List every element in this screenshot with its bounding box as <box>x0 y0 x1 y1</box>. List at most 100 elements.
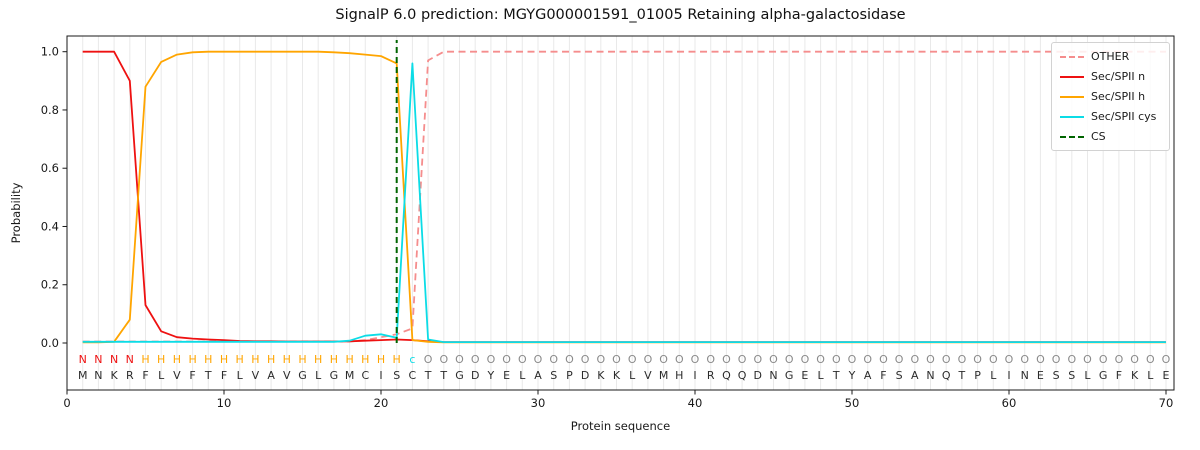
legend-line-sample <box>1060 55 1084 58</box>
residue-letter: H <box>675 369 683 382</box>
residue-region-label: H <box>267 353 275 366</box>
x-tick-label: 10 <box>217 396 232 410</box>
residue-letter: A <box>911 369 919 382</box>
y-tick-label: 0.8 <box>41 103 59 117</box>
residue-region-label: O <box>675 353 684 366</box>
residue-letter: T <box>424 369 432 382</box>
residue-letter: T <box>958 369 966 382</box>
gridlines <box>82 36 1167 390</box>
residue-letter: M <box>345 369 355 382</box>
residue-letter: D <box>471 369 479 382</box>
residue-letter: P <box>974 369 981 382</box>
residue-region-label: O <box>644 353 653 366</box>
residue-region-label: H <box>188 353 196 366</box>
residue-letter: L <box>237 369 244 382</box>
residue-region-label: N <box>110 353 118 366</box>
chart-title: SignalP 6.0 prediction: MGYG000001591_01… <box>335 7 906 23</box>
residue-region-label: O <box>596 353 605 366</box>
residue-region-label: H <box>361 353 369 366</box>
residue-region-label: O <box>848 353 857 366</box>
residue-letter: R <box>707 369 715 382</box>
residue-region-label: O <box>1036 353 1045 366</box>
residue-letter: C <box>409 369 417 382</box>
residue-letter: G <box>1099 369 1108 382</box>
residue-letter: P <box>566 369 573 382</box>
residue-region-label: H <box>141 353 149 366</box>
residue-letter: G <box>455 369 464 382</box>
series-other-line <box>82 50 1166 343</box>
residue-region-label: O <box>565 353 574 366</box>
residue-region-label: O <box>785 353 794 366</box>
residue-region-label: c <box>409 353 415 366</box>
residue-region-label: H <box>377 353 385 366</box>
y-tick-label: 0.6 <box>41 161 59 175</box>
residue-letter: K <box>597 369 605 382</box>
residue-letter: D <box>581 369 589 382</box>
residue-letter: V <box>644 369 652 382</box>
residue-region-label: O <box>581 353 590 366</box>
residue-letter: T <box>204 369 212 382</box>
residue-letter: N <box>926 369 934 382</box>
legend-line-sample <box>1060 115 1084 118</box>
residue-letter: Q <box>738 369 747 382</box>
residue-letter: F <box>1116 369 1122 382</box>
residue-letter: M <box>659 369 669 382</box>
residue-region-label: H <box>298 353 306 366</box>
residue-letter: L <box>315 369 322 382</box>
legend-line-sample <box>1060 95 1084 98</box>
residue-region-label: O <box>863 353 872 366</box>
residue-letter: K <box>1131 369 1139 382</box>
x-tick-label: 70 <box>1159 396 1174 410</box>
series-sec-spii-h-line <box>82 50 1166 344</box>
y-tick-label: 0.2 <box>41 278 59 292</box>
residue-region-label: O <box>801 353 810 366</box>
residue-region-label: H <box>283 353 291 366</box>
residue-letter: E <box>1163 369 1170 382</box>
legend-item: Sec/SPII n <box>1060 70 1161 83</box>
residue-region-label: H <box>345 353 353 366</box>
residue-region-label: O <box>691 353 700 366</box>
legend-item: Sec/SPII h <box>1060 90 1161 103</box>
residue-region-label: O <box>518 353 527 366</box>
residue-letter: M <box>78 369 88 382</box>
residue-region-label: O <box>1130 353 1139 366</box>
y-tick-label: 1.0 <box>41 45 59 59</box>
series-sec-spii-cys-line <box>82 62 1166 344</box>
residue-region-label: O <box>1083 353 1092 366</box>
residue-region-label: O <box>439 353 448 366</box>
residue-region-label: O <box>973 353 982 366</box>
x-tick-label: 20 <box>374 396 389 410</box>
residue-letter: F <box>880 369 886 382</box>
residue-letter: A <box>267 369 275 382</box>
residue-region-label: O <box>738 353 747 366</box>
legend-item: Sec/SPII cys <box>1060 110 1161 123</box>
residue-letter: A <box>534 369 542 382</box>
residue-region-label: O <box>942 353 951 366</box>
residue-region-label: O <box>816 353 825 366</box>
residue-letter: F <box>189 369 195 382</box>
residue-letter: G <box>785 369 794 382</box>
residue-region-label: O <box>628 353 637 366</box>
residue-letter: G <box>330 369 339 382</box>
residue-letter: S <box>550 369 557 382</box>
residue-region-label: O <box>958 353 967 366</box>
residue-letter: L <box>990 369 997 382</box>
residue-region-label: O <box>1052 353 1061 366</box>
residue-letter: I <box>379 369 382 382</box>
residue-letter: K <box>613 369 621 382</box>
x-tick-label: 40 <box>688 396 703 410</box>
residue-letter: S <box>896 369 903 382</box>
residue-region-label: H <box>330 353 338 366</box>
residue-region-label: O <box>1162 353 1171 366</box>
legend-line-sample <box>1060 75 1084 78</box>
legend-label: Sec/SPII h <box>1091 90 1146 103</box>
residue-region-label: O <box>1115 353 1124 366</box>
residue-letter: S <box>1053 369 1060 382</box>
residue-letter: L <box>1147 369 1154 382</box>
residue-region-label: O <box>549 353 558 366</box>
residue-letter: Y <box>848 369 856 382</box>
